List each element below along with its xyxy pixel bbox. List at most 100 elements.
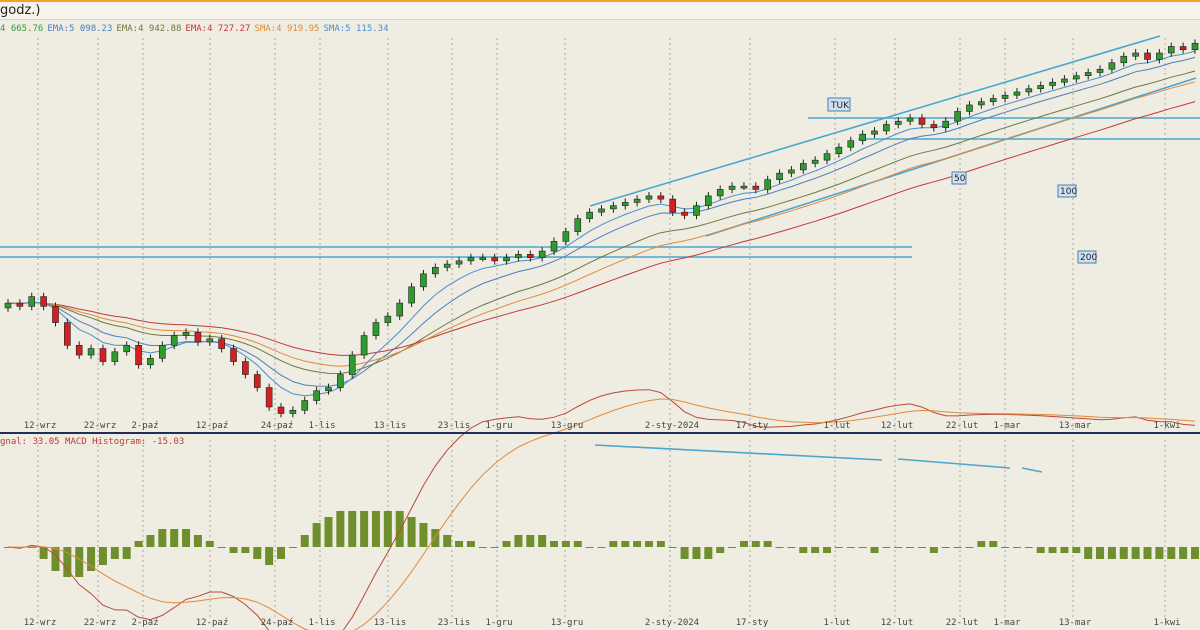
candle — [847, 136, 855, 152]
histogram-bar — [134, 541, 143, 547]
tuk-label: TUK — [827, 97, 851, 112]
candle — [455, 256, 463, 268]
histogram-bar — [680, 547, 689, 559]
candle — [182, 328, 190, 340]
histogram-bar — [1048, 547, 1057, 553]
legend-item: SMA:4 919.95 — [254, 24, 320, 34]
histogram-bar — [217, 547, 226, 548]
candle — [1049, 78, 1056, 90]
x-tick-label: 12-lut — [881, 421, 914, 431]
candle — [978, 97, 985, 109]
candle — [479, 253, 487, 262]
macd-line — [7, 389, 1196, 630]
x-tick-label: 24-paź — [261, 618, 294, 628]
histogram-bar — [716, 547, 725, 553]
candle — [1167, 42, 1175, 57]
x-tick-label: 22-lut — [946, 421, 979, 431]
candle — [1132, 49, 1139, 61]
candle — [752, 182, 760, 194]
candle — [1179, 42, 1187, 54]
histogram-bar — [395, 511, 404, 547]
histogram-bar — [834, 547, 843, 548]
candle — [111, 347, 119, 366]
candle — [1096, 65, 1104, 77]
svg-text:200: 200 — [1080, 253, 1097, 263]
histogram-bar — [241, 547, 250, 553]
candle — [348, 351, 356, 379]
candle — [799, 159, 807, 174]
candle — [657, 192, 665, 204]
x-tick-label: 12-lut — [881, 618, 914, 628]
candle — [372, 318, 380, 340]
candle — [705, 192, 712, 210]
candle — [716, 185, 724, 200]
candle — [515, 250, 522, 262]
histogram-bar — [182, 529, 191, 547]
candle — [669, 195, 677, 217]
candle — [764, 175, 771, 194]
divergence-line — [897, 458, 1011, 469]
histogram-bar — [763, 541, 772, 547]
histogram-bar — [1024, 547, 1033, 548]
histogram-bar — [193, 535, 202, 547]
macd-legend: gnal: 33.05 MACD Histogram: -15.03 — [0, 437, 184, 447]
candle — [681, 208, 688, 220]
x-tick-label: 13-lis — [374, 421, 407, 431]
histogram-bar — [1191, 547, 1199, 559]
x-tick-label: 23-lis — [438, 421, 471, 431]
histogram-bar — [514, 535, 523, 547]
histogram-bar — [811, 547, 820, 553]
histogram-bar — [585, 547, 594, 548]
divergence-line — [1021, 467, 1043, 473]
histogram-bar — [478, 547, 487, 548]
candle — [1156, 49, 1163, 64]
x-tick-label: 1-kwi — [1153, 421, 1180, 431]
histogram-bar — [917, 547, 926, 548]
histogram-bar — [1167, 547, 1176, 559]
candle — [1084, 68, 1092, 80]
candle — [313, 386, 320, 405]
histogram-bar — [419, 523, 428, 547]
histogram-bar — [633, 541, 642, 547]
candle — [788, 166, 795, 178]
candle — [230, 344, 237, 366]
histogram-bar — [455, 541, 464, 547]
histogram-bar — [360, 511, 369, 547]
candle — [135, 341, 142, 369]
histogram-bar — [466, 541, 475, 547]
candle — [621, 198, 629, 210]
candle — [918, 114, 926, 129]
histogram-bar — [371, 511, 380, 547]
title-bar: godz.) — [0, 0, 1200, 20]
candle — [218, 334, 225, 353]
histogram-bar — [348, 511, 357, 547]
histogram-bar — [1096, 547, 1105, 559]
histogram-bar — [98, 547, 107, 565]
divergence-line — [594, 444, 883, 461]
candle — [123, 341, 130, 356]
histogram-bar — [1084, 547, 1093, 559]
x-tick-label: 12-wrz — [24, 421, 57, 431]
x-tick-label: 2-paź — [131, 618, 158, 628]
x-tick-label: 2-paź — [131, 421, 158, 431]
histogram-bar — [158, 529, 167, 547]
x-tick-label: 1-lis — [308, 421, 335, 431]
histogram-bar — [965, 547, 974, 548]
candle — [265, 383, 273, 411]
histogram-bar — [597, 547, 606, 548]
x-tick-label: 24-paź — [261, 421, 294, 431]
histogram-bar — [51, 547, 60, 571]
candle — [432, 263, 439, 278]
candle — [325, 383, 332, 395]
histogram-bar — [336, 511, 345, 547]
histogram-bar — [1143, 547, 1152, 559]
candle — [1025, 84, 1033, 96]
candle — [16, 299, 24, 311]
histogram-bar — [1107, 547, 1116, 559]
candle — [906, 114, 914, 126]
macd-legend-item: MACD Histogram: -15.03 — [65, 437, 185, 447]
histogram-bar — [668, 547, 677, 548]
candle — [4, 299, 12, 312]
candle — [989, 94, 997, 106]
